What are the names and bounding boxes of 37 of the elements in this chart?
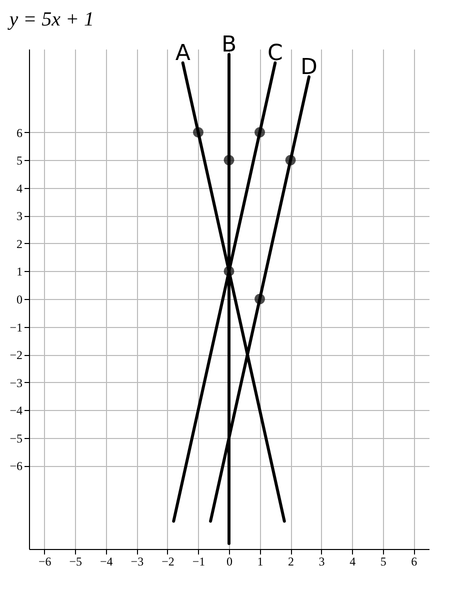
chart-title: y = 5x + 1: [7, 8, 94, 31]
y-tick-label: 0: [16, 292, 22, 306]
x-tick-label: 0: [226, 554, 232, 568]
y-tick-label: 6: [16, 126, 22, 140]
x-tick-label: −1: [192, 554, 206, 568]
y-tick-label: −5: [10, 431, 22, 446]
y-tick-label: −6: [10, 459, 22, 474]
point: [224, 266, 234, 276]
series-label: A: [175, 40, 190, 66]
x-tick-label: −5: [69, 554, 82, 568]
series-label: B: [221, 32, 237, 58]
x-tick-label: −4: [100, 554, 113, 568]
series-label: D: [300, 54, 318, 80]
y-tick-label: 4: [16, 181, 22, 196]
y-tick-label: 1: [16, 264, 22, 279]
x-tick-label: 1: [257, 554, 264, 568]
x-tick-label: 3: [318, 554, 325, 568]
x-tick-label: 2: [288, 554, 294, 568]
point: [224, 154, 234, 166]
x-tick-label: −2: [162, 554, 174, 568]
series-label: C: [267, 40, 283, 66]
x-tick-label: 6: [411, 554, 418, 568]
point: [254, 127, 266, 138]
x-tick-label: 5: [380, 554, 386, 568]
point: [285, 154, 296, 166]
y-tick-label: −2: [10, 348, 22, 362]
y-tick-label: 5: [16, 154, 22, 168]
y-tick-label: −4: [10, 404, 22, 418]
point: [192, 127, 204, 138]
y-tick-label: −1: [10, 320, 22, 334]
x-tick-label: −3: [130, 554, 144, 568]
y-tick-label: −3: [10, 376, 22, 390]
x-tick-label: −6: [38, 554, 52, 568]
y-tick-label: 2: [16, 236, 22, 251]
x-tick-label: 4: [350, 554, 356, 568]
point: [254, 294, 266, 304]
y-tick-label: 3: [16, 209, 22, 224]
